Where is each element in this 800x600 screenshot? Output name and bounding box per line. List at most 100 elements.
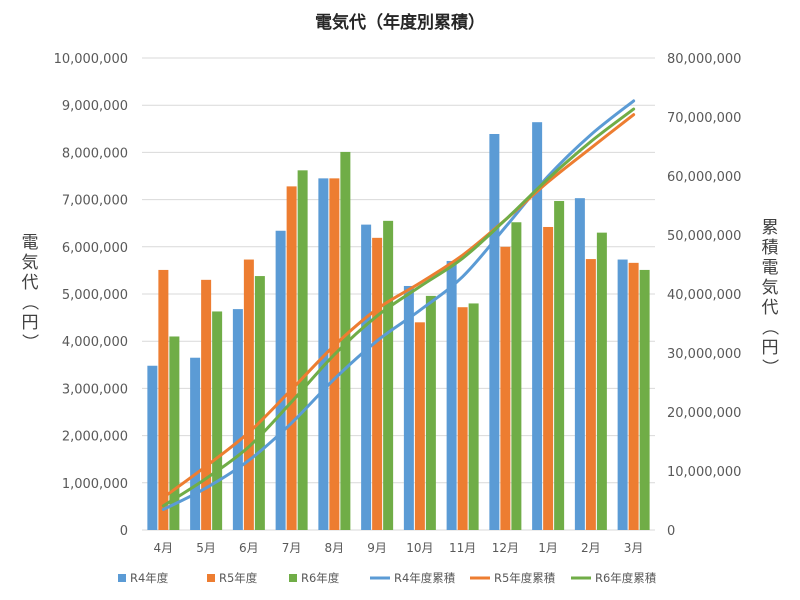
y-tick-label: 7,000,000 xyxy=(62,194,128,209)
legend-swatch xyxy=(289,574,297,582)
right-axis-title-char: 累 xyxy=(762,218,779,238)
bar xyxy=(372,237,383,530)
x-tick-label: 12月 xyxy=(492,541,519,555)
bar xyxy=(147,365,158,530)
x-tick-label: 8月 xyxy=(325,541,345,555)
x-tick-label: 3月 xyxy=(624,541,644,555)
bar xyxy=(318,178,329,531)
x-tick-label: 4月 xyxy=(154,541,174,555)
bar xyxy=(617,259,628,530)
bar xyxy=(543,226,554,530)
bar xyxy=(243,259,254,530)
y-tick-label: 8,000,000 xyxy=(62,146,128,161)
bar xyxy=(340,151,351,531)
right-axis-ticks: 0 10,000,000 20,000,000 30,000,000 40,000,00… xyxy=(667,52,741,539)
right-axis-title-char: 代 xyxy=(762,298,779,318)
y-tick-label: 5,000,000 xyxy=(62,288,128,303)
bar xyxy=(297,170,308,530)
y2-tick-label: 40,000,000 xyxy=(667,288,741,303)
x-tick-label: 10月 xyxy=(406,541,433,555)
left-axis-title-char: ） xyxy=(19,334,39,351)
bar xyxy=(158,269,169,530)
y2-tick-label: 30,000,000 xyxy=(667,347,741,362)
y-tick-label: 9,000,000 xyxy=(62,99,128,114)
y-tick-label: 0 xyxy=(120,524,128,539)
y2-tick-label: 70,000,000 xyxy=(667,111,741,126)
legend-swatch xyxy=(207,574,215,582)
bar xyxy=(169,336,180,530)
bar xyxy=(574,198,585,530)
bar xyxy=(425,295,436,530)
y-tick-label: 4,000,000 xyxy=(62,335,128,350)
bar xyxy=(201,279,212,530)
bar xyxy=(446,260,457,530)
left-axis-title-char: 気 xyxy=(22,253,39,273)
bar xyxy=(212,311,223,530)
bar xyxy=(254,276,265,530)
bar xyxy=(532,122,543,530)
bar xyxy=(190,357,201,530)
bar xyxy=(500,246,511,531)
legend: R4年度 R5年度 R6年度 R4年度累積 R5年度累積 R6年度累積 xyxy=(118,571,657,585)
legend-label: R4年度累積 xyxy=(394,571,456,585)
legend-label: R4年度 xyxy=(130,571,169,585)
y-tick-label: 3,000,000 xyxy=(62,382,128,397)
bar xyxy=(585,259,596,530)
bar xyxy=(468,303,479,530)
x-tick-label: 2月 xyxy=(581,541,601,555)
y2-tick-label: 20,000,000 xyxy=(667,406,741,421)
y-tick-label: 10,000,000 xyxy=(54,52,128,67)
y2-tick-label: 80,000,000 xyxy=(667,52,741,67)
x-tick-label: 11月 xyxy=(449,541,476,555)
chart-title: 電気代（年度別累積） xyxy=(315,12,485,33)
right-axis-title-char: 気 xyxy=(762,278,779,298)
y-tick-label: 6,000,000 xyxy=(62,241,128,256)
bar xyxy=(361,224,372,530)
x-tick-label: 5月 xyxy=(196,541,216,555)
right-axis-title-char: （ xyxy=(759,319,779,336)
right-axis-title-char: 円 xyxy=(762,338,779,358)
legend-label: R6年度 xyxy=(301,571,340,585)
bar xyxy=(639,269,650,530)
bar xyxy=(554,201,565,531)
y-tick-label: 1,000,000 xyxy=(62,477,128,492)
bar xyxy=(596,232,607,530)
left-axis-title: 電気代（ 円） xyxy=(19,233,39,351)
y2-tick-label: 0 xyxy=(667,524,675,539)
legend-swatch xyxy=(118,574,126,582)
y2-tick-label: 50,000,000 xyxy=(667,229,741,244)
x-axis-ticks: 4月 5月 6月 7月 8月 9月 10月 11月 12月 1月 2月 3月 xyxy=(154,541,644,555)
bar xyxy=(275,230,286,530)
bar xyxy=(286,186,297,530)
x-tick-label: 9月 xyxy=(367,541,387,555)
x-tick-label: 6月 xyxy=(239,541,259,555)
bar xyxy=(489,133,500,530)
left-axis-title-char: 電 xyxy=(22,233,39,253)
legend-label: R5年度 xyxy=(219,571,258,585)
y2-tick-label: 10,000,000 xyxy=(667,465,741,480)
left-axis-ticks: 0 1,000,000 2,000,000 3,000,000 4,000,000 5,0… xyxy=(54,52,128,539)
series-line xyxy=(161,99,636,511)
lines-layer xyxy=(161,99,636,511)
legend-label: R5年度累積 xyxy=(494,571,556,585)
left-axis-title-char: 代 xyxy=(22,273,39,293)
legend-label: R6年度累積 xyxy=(595,571,657,585)
left-axis-title-char: 円 xyxy=(22,313,39,333)
series-line xyxy=(161,107,636,508)
bar xyxy=(403,285,414,530)
bar xyxy=(232,309,243,530)
right-axis-title-char: 電 xyxy=(762,258,779,278)
left-axis-title-char: （ xyxy=(19,294,39,311)
y-tick-label: 2,000,000 xyxy=(62,430,128,445)
series-line xyxy=(161,113,636,499)
bar xyxy=(457,307,468,530)
y2-tick-label: 60,000,000 xyxy=(667,170,741,185)
bar xyxy=(511,222,522,531)
bar xyxy=(628,262,639,530)
right-axis-title-char: ） xyxy=(759,359,779,376)
bar xyxy=(414,322,425,530)
x-tick-label: 1月 xyxy=(538,541,558,555)
bar xyxy=(383,220,394,530)
